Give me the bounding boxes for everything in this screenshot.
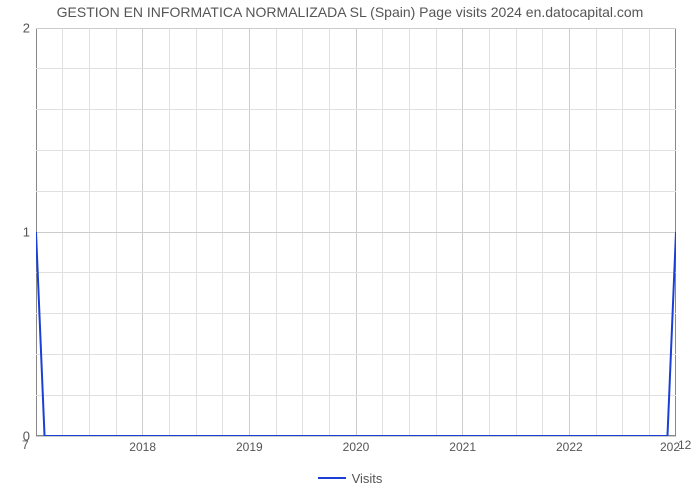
plot-area: 20182019202020212022202012712 — [36, 28, 676, 436]
x-tick-label-end: 202 — [660, 436, 680, 454]
chart-container: GESTION EN INFORMATICA NORMALIZADA SL (S… — [0, 0, 700, 500]
corner-label-bottom-left: 7 — [22, 438, 29, 452]
legend-label: Visits — [352, 471, 383, 486]
corner-label-bottom-right: 12 — [678, 438, 691, 452]
legend-item: Visits — [318, 471, 383, 486]
x-tick-label: 2022 — [556, 436, 583, 454]
legend-swatch — [318, 477, 346, 479]
x-tick-label: 2020 — [343, 436, 370, 454]
x-tick-label: 2018 — [129, 436, 156, 454]
y-tick-label: 2 — [23, 21, 36, 36]
legend: Visits — [0, 466, 700, 486]
y-tick-label: 1 — [23, 225, 36, 240]
chart-title: GESTION EN INFORMATICA NORMALIZADA SL (S… — [0, 4, 700, 20]
x-tick-label: 2019 — [236, 436, 263, 454]
series-visits — [36, 28, 676, 436]
x-tick-label: 2021 — [449, 436, 476, 454]
